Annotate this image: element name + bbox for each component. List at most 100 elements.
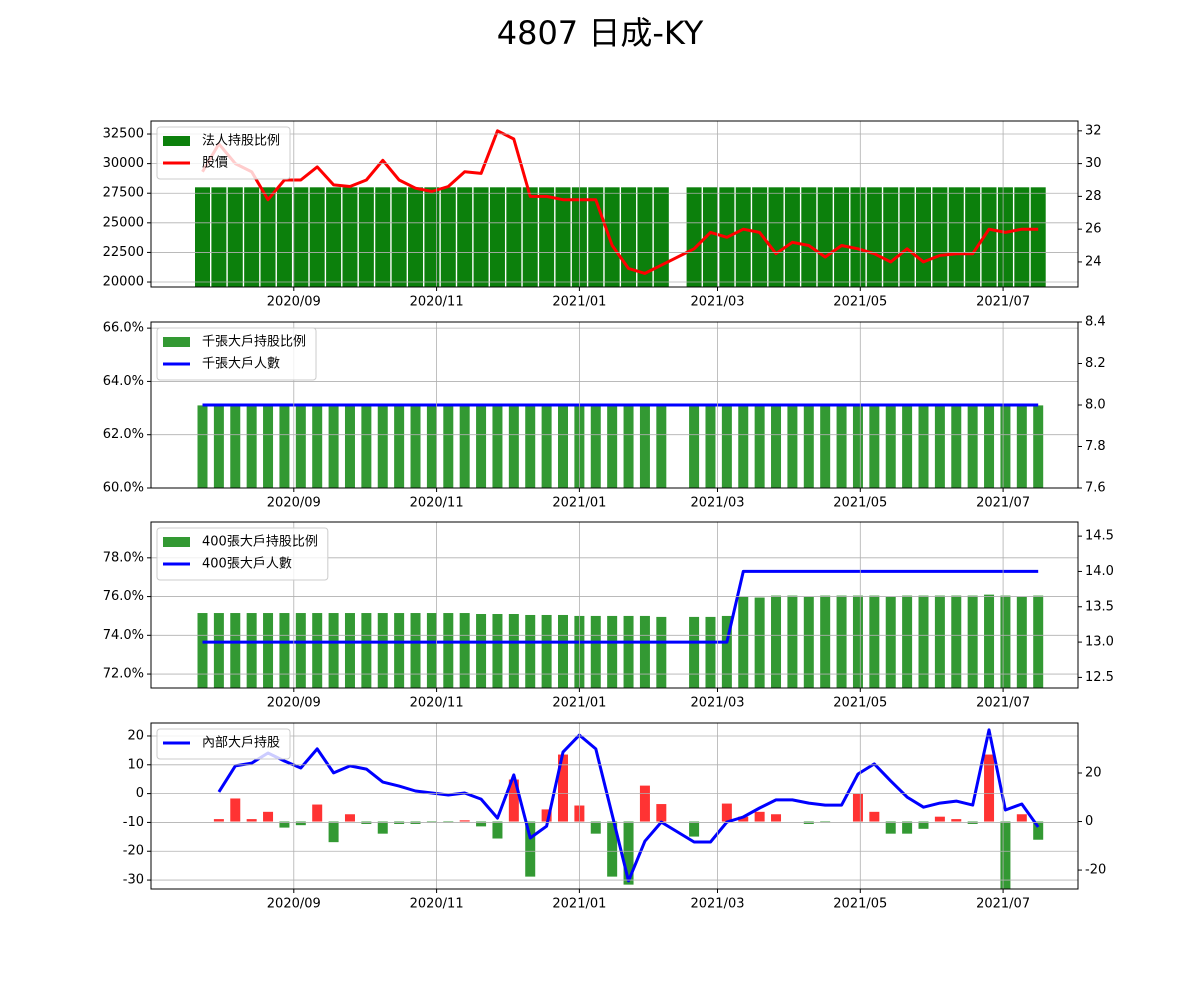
bar: [558, 405, 568, 488]
y-tick-label: 72.0%: [103, 667, 144, 682]
x-tick-label: 2020/11: [410, 496, 464, 511]
x-tick-label: 2021/01: [552, 496, 606, 511]
legend: 內部大戶持股: [156, 728, 291, 760]
bar: [918, 821, 929, 829]
bar: [984, 594, 995, 688]
x-tick-label: 2021/01: [552, 696, 606, 711]
bar: [771, 595, 782, 688]
line: [202, 569, 1039, 644]
x-tick-label: 2020/09: [267, 496, 321, 511]
bar: [623, 615, 634, 688]
bar: [883, 187, 899, 287]
x-tick-label: 2021/07: [976, 496, 1030, 511]
bar: [492, 614, 503, 688]
bar: [1033, 595, 1044, 688]
bar: [951, 595, 962, 688]
y2-tick-label: 8.4: [1085, 315, 1106, 330]
bar: [1033, 821, 1044, 840]
bar: [408, 187, 424, 287]
y2-tick-label: 12.5: [1085, 670, 1114, 685]
bar: [246, 405, 257, 488]
x-tick-label: 2021/03: [690, 496, 744, 511]
legend-box: [156, 126, 291, 180]
bar: [639, 405, 650, 488]
bar: [705, 405, 716, 488]
bar: [866, 187, 882, 287]
bar: [984, 405, 995, 488]
bar: [375, 187, 391, 287]
bar: [852, 405, 863, 488]
bar: [377, 405, 388, 488]
bar: [391, 187, 407, 287]
y2-tick-label: 30: [1085, 156, 1102, 171]
bar: [918, 595, 929, 688]
y-tick-label: 22500: [103, 245, 144, 260]
y-tick-label: 25000: [103, 215, 144, 230]
bar: [885, 821, 896, 834]
bar: [459, 613, 470, 688]
bar: [621, 187, 637, 287]
bar: [948, 187, 964, 287]
bar: [607, 405, 618, 488]
bar: [934, 816, 945, 822]
bar: [344, 613, 355, 688]
bar: [997, 187, 1013, 287]
bar: [260, 187, 276, 287]
bar: [492, 405, 503, 488]
bar: [541, 809, 552, 822]
bar: [246, 613, 257, 688]
bar: [902, 405, 913, 488]
bar: [508, 779, 519, 822]
bar: [738, 405, 749, 488]
bar: [197, 405, 208, 488]
y-tick-label: 30000: [103, 156, 144, 171]
bar: [607, 615, 618, 688]
bar: [656, 405, 667, 488]
bar: [295, 613, 306, 688]
bar: [902, 595, 913, 688]
y-tick-label: 20000: [103, 275, 144, 290]
legend-label: 400張大戶人數: [202, 557, 292, 572]
bar: [476, 614, 487, 688]
legend: 400張大戶持股比例 400張大戶人數: [156, 527, 329, 581]
bar: [539, 187, 555, 287]
x-tick-label: 2021/01: [552, 295, 606, 310]
y-tick-label: 27500: [103, 186, 144, 201]
y-tick-label: -20: [123, 844, 144, 859]
bar: [771, 814, 782, 822]
bar: [735, 187, 751, 287]
bar: [689, 616, 700, 688]
bar: [639, 615, 650, 688]
y-tick-label: 10: [127, 757, 144, 772]
bar: [508, 614, 519, 688]
y-tick-label: 0: [136, 786, 144, 801]
bar: [344, 405, 355, 488]
bar: [358, 187, 374, 287]
bar: [656, 616, 667, 688]
y2-tick-label: 14.5: [1085, 529, 1114, 544]
bar: [787, 405, 798, 488]
bar: [967, 405, 978, 488]
x-tick-label: 2020/11: [410, 696, 464, 711]
plot-area: [197, 569, 1044, 688]
bar: [295, 405, 306, 488]
bar: [195, 187, 210, 287]
bar: [279, 405, 290, 488]
y-tick-label: -10: [123, 815, 144, 830]
bar: [885, 596, 896, 688]
bar: [721, 615, 732, 688]
y-tick-label: 74.0%: [103, 628, 144, 643]
x-tick-label: 2021/05: [833, 696, 887, 711]
bar: [459, 405, 470, 488]
bar: [508, 405, 519, 488]
bar: [506, 187, 522, 287]
bar: [754, 811, 765, 822]
bar: [754, 597, 765, 688]
legend-label: 千張大戶持股比例: [202, 335, 306, 350]
bar: [230, 405, 241, 488]
bar: [1000, 595, 1011, 688]
x-tick-label: 2020/09: [267, 295, 321, 310]
bar: [738, 596, 749, 688]
bar: [590, 821, 601, 834]
